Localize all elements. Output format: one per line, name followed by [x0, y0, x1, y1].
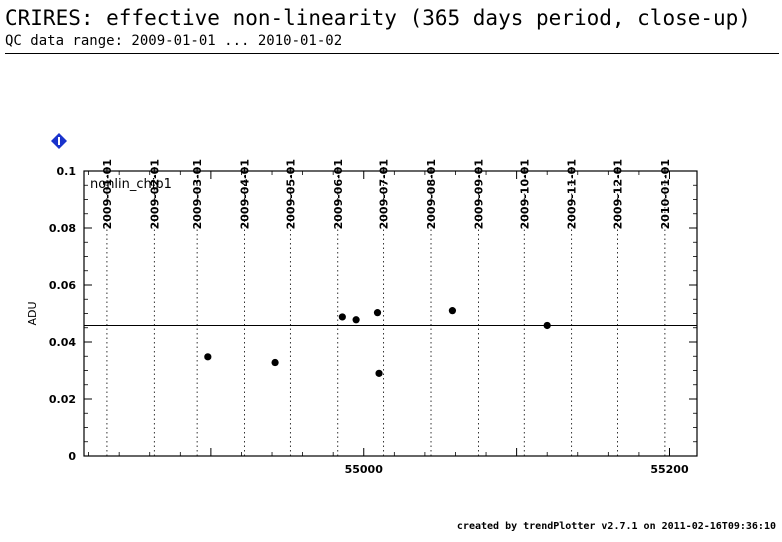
date-tick-label: 2009-06-01: [332, 159, 345, 229]
title-divider: [5, 53, 779, 54]
date-tick-label: 2009-12-01: [612, 159, 625, 229]
chart-title: CRIRES: effective non-linearity (365 day…: [5, 6, 751, 30]
data-point: [448, 307, 457, 315]
data-point: [271, 358, 279, 367]
y-axis-title: ADU: [26, 301, 39, 325]
y-tick-label: 0: [68, 450, 76, 463]
y-tick-label: 0.04: [49, 336, 76, 349]
data-point: [338, 313, 346, 321]
data-point: [375, 369, 383, 377]
date-tick-label: 2009-04-01: [239, 159, 252, 229]
date-tick-label: 2009-05-01: [284, 159, 297, 229]
data-points: [204, 307, 551, 377]
date-tick-label: 2009-10-01: [518, 159, 531, 229]
x-tick-labels: 55000 55200: [345, 463, 689, 476]
date-tick-label: 2009-11-01: [566, 159, 579, 229]
date-gridlines: [106, 167, 666, 456]
data-point: [543, 321, 551, 330]
data-point: [373, 309, 382, 317]
date-tick-labels: 2009-01-01 2009-02-01 2009-03-01 2009-04-01…: [101, 159, 672, 229]
x-tick-label: 55000: [345, 463, 384, 476]
date-tick-label: 2009-09-01: [472, 159, 485, 229]
y-tick-label: 0.02: [49, 393, 76, 406]
axis-ticks: [84, 170, 697, 457]
data-point: [352, 316, 360, 324]
date-tick-label: 2009-08-01: [425, 159, 438, 229]
date-tick-label: 2009-02-01: [148, 159, 161, 229]
y-tick-label: 0.08: [49, 222, 76, 235]
panel-label: nonlin_chip1: [90, 177, 172, 192]
date-tick-label: 2009-03-01: [191, 159, 204, 229]
plot-frame: [83, 170, 698, 457]
x-tick-label: 55200: [650, 463, 689, 476]
date-tick-label: 2009-01-01: [101, 159, 114, 229]
y-tick-labels: 0 0.02 0.04 0.06 0.08 0.1: [49, 165, 76, 463]
y-tick-label: 0.1: [57, 165, 77, 178]
data-point: [204, 353, 212, 361]
data-range-subtitle: QC data range: 2009-01-01 ... 2010-01-02: [5, 33, 343, 49]
date-tick-label: 2010-01-01: [659, 159, 672, 229]
y-tick-label: 0.06: [49, 279, 76, 292]
footer-credit: created by trendPlotter v2.7.1 on 2011-0…: [456, 521, 776, 532]
date-tick-label: 2009-07-01: [378, 159, 391, 229]
info-diamond-icon[interactable]: [50, 132, 68, 150]
info-diamond-glyph: [58, 137, 60, 145]
